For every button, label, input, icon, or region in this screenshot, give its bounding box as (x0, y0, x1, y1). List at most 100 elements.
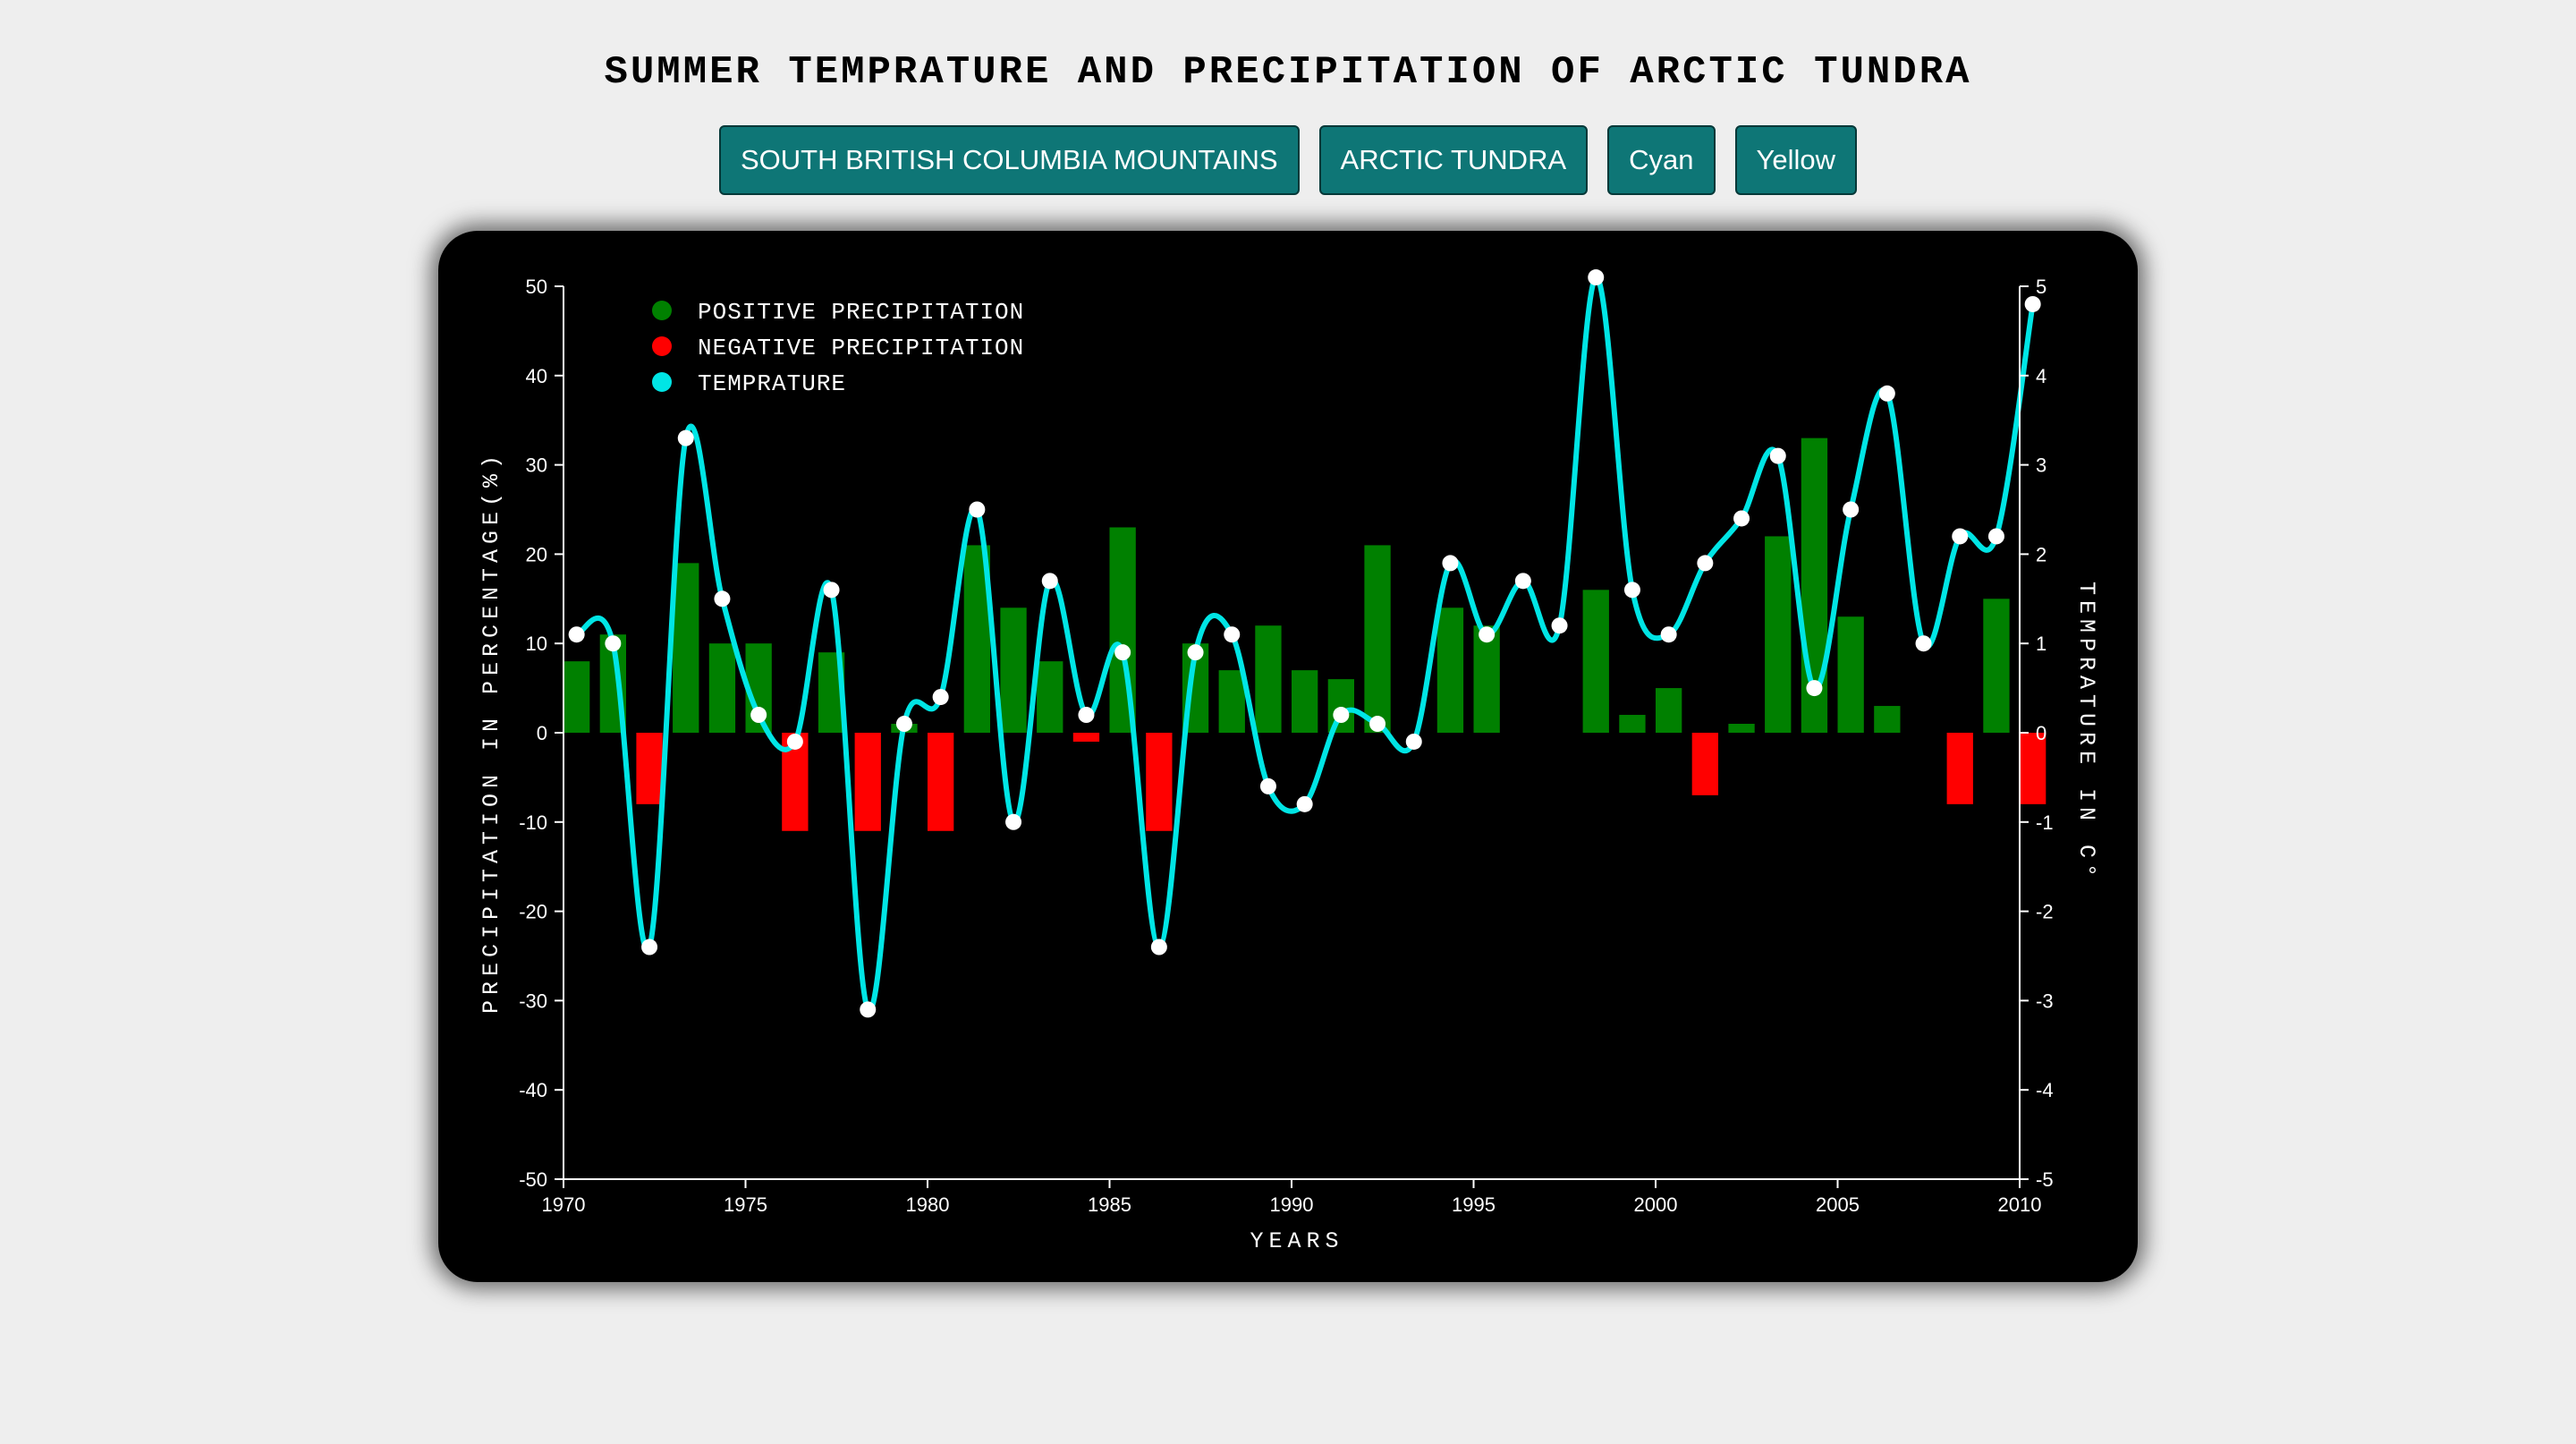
precipitation-bar-1973 (673, 563, 699, 733)
chart-axes: 1970 1975 1980 1985 1990 1995 2000 2005 20105040… (519, 276, 2053, 1216)
precipitation-temperature-chart: 1970 1975 1980 1985 1990 1995 2000 2005 20105040… (479, 269, 2099, 1254)
temperature-point-1989 (1259, 777, 1276, 794)
precipitation-bar-1994 (1436, 607, 1464, 733)
legend-positive-label: POSITIVE PRECIPITATION (698, 299, 1024, 326)
temperature-point-2002 (1733, 510, 1750, 527)
left-y-tick-label: 40 (526, 365, 547, 387)
precipitation-bar-1982 (1000, 607, 1027, 733)
left-y-tick-label: -30 (519, 990, 547, 1012)
precipitation-bar-1989 (1255, 625, 1282, 733)
temperature-point-1993 (1405, 733, 1422, 750)
right-y-tick-label: -4 (2036, 1079, 2054, 1101)
precipitation-bar-1998 (1582, 590, 1609, 733)
temperature-point-1986 (1150, 939, 1167, 956)
precipitation-bar-1983 (1037, 661, 1063, 733)
temperature-point-1994 (1442, 555, 1459, 572)
left-y-tick-label: -10 (519, 811, 547, 834)
precipitation-bar-2000 (1656, 688, 1682, 733)
chart-legend: POSITIVE PRECIPITATION NEGATIVE PRECIPIT… (652, 299, 1024, 397)
temperature-point-1991 (1333, 707, 1350, 724)
temperature-point-1979 (895, 716, 912, 733)
temperature-point-1975 (750, 707, 767, 724)
temperature-point-2003 (1769, 447, 1786, 464)
south-british-columbia-mountains-button[interactable]: SOUTH BRITISH COLUMBIA MOUNTAINS (718, 125, 1300, 195)
temperature-point-1983 (1041, 573, 1058, 590)
legend-positive-marker (652, 301, 672, 320)
right-y-tick-label: 1 (2036, 633, 2046, 655)
cyan-color-button[interactable]: Cyan (1607, 125, 1716, 195)
x-tick-label: 1995 (1452, 1193, 1496, 1216)
temperature-point-1988 (1224, 626, 1241, 643)
legend-negative-label: NEGATIVE PRECIPITATION (698, 335, 1024, 361)
x-tick-label: 1970 (542, 1193, 586, 1216)
temperature-point-1985 (1114, 644, 1131, 661)
precipitation-bar-1988 (1218, 670, 1245, 733)
temperature-point-1992 (1369, 716, 1386, 733)
right-y-tick-label: 3 (2036, 454, 2046, 477)
precipitation-bar-2009 (1983, 599, 2010, 733)
temperature-point-1998 (1588, 269, 1605, 286)
temperature-point-2005 (1843, 501, 1860, 518)
x-tick-label: 1980 (906, 1193, 950, 1216)
temperature-point-1999 (1623, 582, 1640, 599)
temperature-point-1973 (677, 429, 694, 446)
temperature-point-2010 (2024, 295, 2041, 312)
left-y-axis-title: PRECIPITATION IN PERCENTAGE(%) (479, 450, 504, 1014)
x-axis-title: YEARS (1250, 1228, 1343, 1254)
temperature-point-1976 (786, 733, 803, 750)
left-y-tick-label: 50 (526, 276, 547, 298)
precipitation-bar-1970 (564, 661, 590, 733)
precipitation-bar-1999 (1619, 715, 1646, 733)
right-y-tick-label: 0 (2036, 722, 2046, 744)
left-y-tick-label: -40 (519, 1079, 547, 1101)
arctic-tundra-button[interactable]: ARCTIC TUNDRA (1318, 125, 1589, 195)
legend-temperature-label: TEMPRATURE (698, 370, 846, 397)
temperature-point-1996 (1514, 573, 1531, 590)
precipitation-bar-1991 (1327, 679, 1355, 733)
right-y-axis-title: TEMPRATURE IN C° (2073, 582, 2099, 882)
precipitation-bar-2006 (1874, 706, 1901, 733)
yellow-color-button[interactable]: Yellow (1734, 125, 1857, 195)
temperature-points (568, 269, 2041, 1018)
precipitation-bar-1986 (1146, 733, 1173, 831)
right-y-tick-label: 2 (2036, 543, 2046, 565)
x-tick-label: 2005 (1816, 1193, 1860, 1216)
right-y-tick-label: 5 (2036, 276, 2046, 298)
precipitation-bar-1984 (1072, 733, 1100, 742)
temperature-point-1971 (605, 635, 622, 652)
region-color-controls: SOUTH BRITISH COLUMBIA MOUNTAINS ARCTIC … (0, 125, 2576, 195)
legend-negative-marker (652, 336, 672, 356)
right-y-tick-label: -1 (2036, 811, 2054, 834)
temperature-point-2008 (1952, 528, 1969, 545)
precipitation-bar-1992 (1364, 545, 1391, 733)
temperature-point-1997 (1551, 617, 1568, 634)
right-y-tick-label: -3 (2036, 990, 2054, 1012)
x-tick-label: 2000 (1634, 1193, 1678, 1216)
temperature-point-1974 (714, 590, 731, 607)
precipitation-bar-2005 (1837, 616, 1864, 733)
chart-panel: 1970 1975 1980 1985 1990 1995 2000 2005 2010 50 40… (438, 231, 2138, 1282)
page-title: SUMMER TEMPRATURE AND PRECIPITATION OF A… (604, 50, 1972, 95)
temperature-point-1982 (1005, 813, 1022, 830)
right-y-tick-label: -2 (2036, 901, 2054, 923)
x-tick-label: 1975 (724, 1193, 767, 1216)
left-y-tick-label: 10 (526, 633, 547, 655)
precipitation-bar-1974 (708, 643, 736, 733)
precipitation-bar-2003 (1765, 536, 1792, 733)
temperature-point-2000 (1660, 626, 1677, 643)
temperature-point-1987 (1187, 644, 1204, 661)
left-y-tick-label: -50 (519, 1168, 547, 1191)
temperature-point-1995 (1479, 626, 1496, 643)
precipitation-bar-1995 (1473, 625, 1500, 733)
precipitation-bar-2001 (1691, 733, 1719, 795)
precipitation-bar-1978 (854, 733, 881, 831)
precipitation-bar-2010 (2020, 733, 2046, 804)
precipitation-bar-2008 (1946, 733, 1973, 804)
temperature-point-2004 (1806, 680, 1823, 697)
x-tick-label: 2010 (1998, 1193, 2042, 1216)
temperature-point-1978 (860, 1001, 877, 1018)
precipitation-bar-1980 (928, 733, 954, 831)
left-y-tick-label: 20 (526, 543, 547, 565)
right-y-tick-label: 4 (2036, 365, 2046, 387)
temperature-point-1972 (641, 939, 658, 956)
